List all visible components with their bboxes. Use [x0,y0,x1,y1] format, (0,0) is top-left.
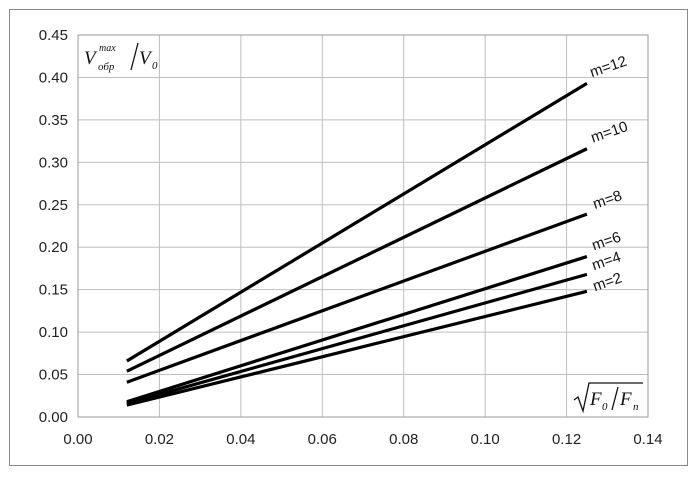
y-label-den-sub: 0 [152,60,158,72]
y-label-sub: обр [98,61,115,73]
series-label: m=10 [589,118,630,146]
y-tick-label: 0.05 [39,367,68,384]
x-tick-label: 0.02 [145,431,174,448]
y-tick-label: 0.35 [39,112,68,129]
series-label: m=8 [591,187,625,213]
y-axis-label: V max обр V 0 [84,42,158,73]
x-tick-label: 0.00 [63,431,92,448]
x-tick-label: 0.12 [552,431,581,448]
x-tick-label: 0.14 [633,431,662,448]
series-labels: m=2m=4m=6m=8m=10m=12 [588,53,630,295]
series-lines [126,82,588,407]
x-tick-label: 0.08 [389,431,418,448]
series-label: m=12 [588,53,629,81]
y-label-den: V [139,48,153,69]
y-tick-label: 0.45 [39,27,68,44]
plot-area [77,34,649,418]
series-line [126,147,588,373]
y-tick-labels: 0.00 0.05 0.10 0.15 0.20 0.25 0.30 0.35 0.40 0.45 [39,27,68,426]
series-line [126,255,588,404]
x-label-den: F [619,389,632,410]
x-label-num: F [589,389,602,410]
x-label-den-sub: п [633,401,639,413]
x-tick-label: 0.06 [308,431,337,448]
y-tick-label: 0.00 [39,409,68,426]
x-tick-label: 0.10 [471,431,500,448]
sqrt-sign [573,382,643,414]
grid [77,34,649,418]
x-tick-labels: 0.00 0.02 0.04 0.06 0.08 0.10 0.12 0.14 [63,431,662,448]
series-line [126,212,588,384]
series-line [126,82,588,363]
x-label-num-sub: 0 [602,401,608,413]
y-label-sup: max [99,43,116,54]
series-line [126,289,588,407]
y-tick-label: 0.15 [39,282,68,299]
series-line [126,272,588,405]
plot-border [77,34,649,418]
y-label-v: V [84,48,98,69]
chart-frame [9,9,688,466]
y-tick-label: 0.10 [39,324,68,341]
x-tick-label: 0.04 [226,431,255,448]
y-tick-label: 0.30 [39,154,68,171]
x-axis-label: F 0 F п [573,382,643,414]
y-tick-label: 0.25 [39,197,68,214]
y-label-slash [130,42,139,71]
x-label-slash [611,386,619,411]
y-tick-label: 0.40 [39,69,68,86]
y-tick-label: 0.20 [39,239,68,256]
